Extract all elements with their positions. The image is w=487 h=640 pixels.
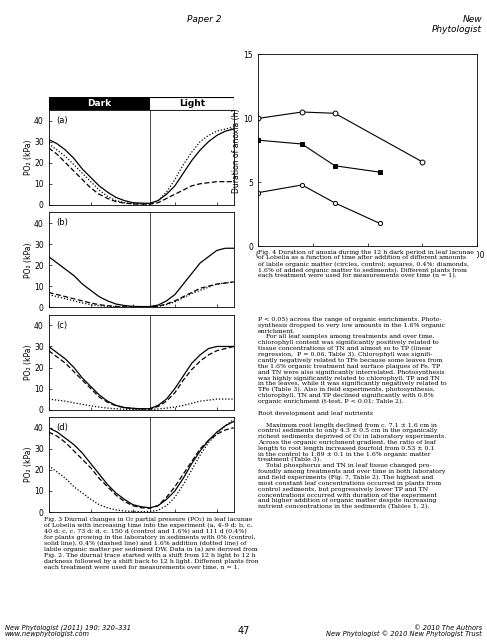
Text: © 2010 The Authors: © 2010 The Authors: [414, 625, 482, 631]
Text: (b): (b): [56, 218, 68, 227]
Text: (d): (d): [56, 423, 68, 432]
Text: www.newphytologist.com: www.newphytologist.com: [5, 631, 90, 637]
Text: Light: Light: [179, 99, 205, 108]
Y-axis label: PO₂ (kPa): PO₂ (kPa): [24, 344, 33, 380]
Text: P < 0.05) across the range of organic enrichments. Photo-
synthesis dropped to v: P < 0.05) across the range of organic en…: [258, 317, 447, 509]
Text: New
Phytologist: New Phytologist: [432, 15, 482, 34]
Bar: [150, 97, 234, 110]
Text: (c): (c): [56, 321, 67, 330]
Text: Fig. 4 Duration of anoxia during the 12 h dark period in leaf lacunae
of Lobelia: Fig. 4 Duration of anoxia during the 12 …: [258, 250, 474, 278]
Y-axis label: PO₂ (kPa): PO₂ (kPa): [24, 447, 33, 483]
Y-axis label: Duration of anoxia (h): Duration of anoxia (h): [232, 108, 241, 193]
Text: Paper 2: Paper 2: [187, 15, 222, 24]
X-axis label: Time (h): Time (h): [122, 531, 160, 540]
X-axis label: Time (d): Time (d): [349, 266, 387, 275]
Bar: [49, 97, 150, 110]
Text: 47: 47: [237, 626, 250, 636]
Text: New Phytologist © 2010 New Phytologist Trust: New Phytologist © 2010 New Phytologist T…: [326, 631, 482, 637]
Text: Dark: Dark: [87, 99, 111, 108]
Text: New Phytologist (2011) 190: 320–331: New Phytologist (2011) 190: 320–331: [5, 625, 131, 631]
Y-axis label: PO₂ (kPa): PO₂ (kPa): [24, 140, 33, 175]
Text: (a): (a): [56, 116, 68, 125]
Y-axis label: PO₂ (kPa): PO₂ (kPa): [24, 242, 33, 278]
Text: Fig. 3 Diurnal changes in O₂ partial pressure (PO₂) in leaf lacunae
of Lobelia w: Fig. 3 Diurnal changes in O₂ partial pre…: [44, 516, 261, 570]
